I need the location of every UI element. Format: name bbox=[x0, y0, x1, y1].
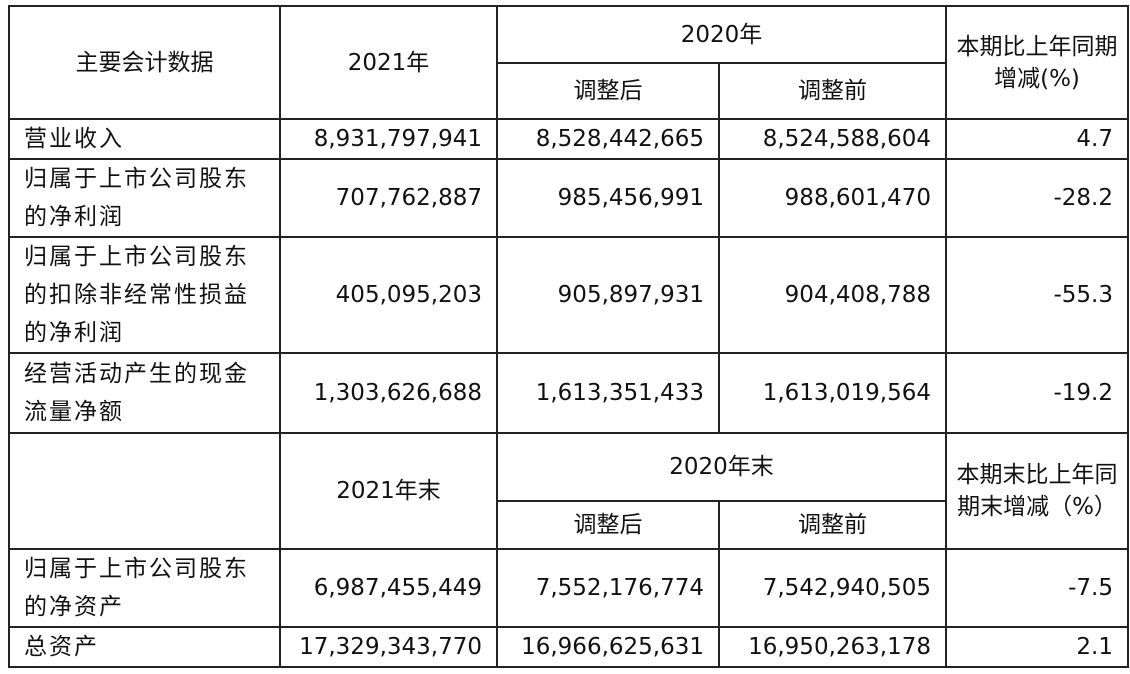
financial-data-table: 主要会计数据 2021年 2020年 本期比上年同期增减(%) 调整后 调整前 … bbox=[8, 5, 1129, 668]
table-row: 经营活动产生的现金流量净额 1,303,626,688 1,613,351,43… bbox=[8, 352, 1129, 434]
header2-change: 本期末比上年同期末增减（%） bbox=[945, 432, 1129, 550]
cell-2020-before: 988,601,470 bbox=[718, 158, 947, 238]
table-row: 归属于上市公司股东的净资产 6,987,455,449 7,552,176,77… bbox=[8, 548, 1129, 628]
cell-2020-before: 1,613,019,564 bbox=[718, 352, 947, 434]
header2-adjusted-before: 调整前 bbox=[718, 500, 947, 550]
cell-change: -19.2 bbox=[945, 352, 1129, 434]
cell-change: 4.7 bbox=[945, 118, 1129, 160]
header2-empty bbox=[8, 432, 281, 550]
cell-2021: 405,095,203 bbox=[279, 236, 498, 354]
cell-2021: 707,762,887 bbox=[279, 158, 498, 238]
table-row: 营业收入 8,931,797,941 8,528,442,665 8,524,5… bbox=[8, 118, 1129, 160]
header2-2020-end: 2020年末 bbox=[496, 432, 947, 502]
cell-2020-after: 7,552,176,774 bbox=[496, 548, 720, 628]
cell-2021: 17,329,343,770 bbox=[279, 626, 498, 668]
header2-2021-end: 2021年末 bbox=[279, 432, 498, 550]
cell-change: 2.1 bbox=[945, 626, 1129, 668]
row-label: 经营活动产生的现金流量净额 bbox=[8, 352, 281, 434]
cell-2020-before: 7,542,940,505 bbox=[718, 548, 947, 628]
cell-2020-after: 905,897,931 bbox=[496, 236, 720, 354]
row-label: 归属于上市公司股东的净利润 bbox=[8, 158, 281, 238]
cell-2020-after: 16,966,625,631 bbox=[496, 626, 720, 668]
row-label: 归属于上市公司股东的净资产 bbox=[8, 548, 281, 628]
table-row: 总资产 17,329,343,770 16,966,625,631 16,950… bbox=[8, 626, 1129, 668]
cell-2020-before: 16,950,263,178 bbox=[718, 626, 947, 668]
cell-2021: 1,303,626,688 bbox=[279, 352, 498, 434]
header-2020: 2020年 bbox=[496, 5, 947, 64]
cell-2020-before: 904,408,788 bbox=[718, 236, 947, 354]
cell-2021: 6,987,455,449 bbox=[279, 548, 498, 628]
cell-change: -28.2 bbox=[945, 158, 1129, 238]
header-2021: 2021年 bbox=[279, 5, 498, 120]
header2-adjusted-after: 调整后 bbox=[496, 500, 720, 550]
header-change: 本期比上年同期增减(%) bbox=[945, 5, 1129, 120]
cell-change: -55.3 bbox=[945, 236, 1129, 354]
cell-2020-before: 8,524,588,604 bbox=[718, 118, 947, 160]
cell-change: -7.5 bbox=[945, 548, 1129, 628]
header-item-label: 主要会计数据 bbox=[8, 5, 281, 120]
cell-2020-after: 8,528,442,665 bbox=[496, 118, 720, 160]
row-label: 营业收入 bbox=[8, 118, 281, 160]
cell-2021: 8,931,797,941 bbox=[279, 118, 498, 160]
table-row: 归属于上市公司股东的净利润 707,762,887 985,456,991 98… bbox=[8, 158, 1129, 238]
row-label: 归属于上市公司股东的扣除非经常性损益的净利润 bbox=[8, 236, 281, 354]
table-row: 归属于上市公司股东的扣除非经常性损益的净利润 405,095,203 905,8… bbox=[8, 236, 1129, 354]
cell-2020-after: 985,456,991 bbox=[496, 158, 720, 238]
cell-2020-after: 1,613,351,433 bbox=[496, 352, 720, 434]
header-adjusted-after: 调整后 bbox=[496, 62, 720, 120]
header-adjusted-before: 调整前 bbox=[718, 62, 947, 120]
row-label: 总资产 bbox=[8, 626, 281, 668]
